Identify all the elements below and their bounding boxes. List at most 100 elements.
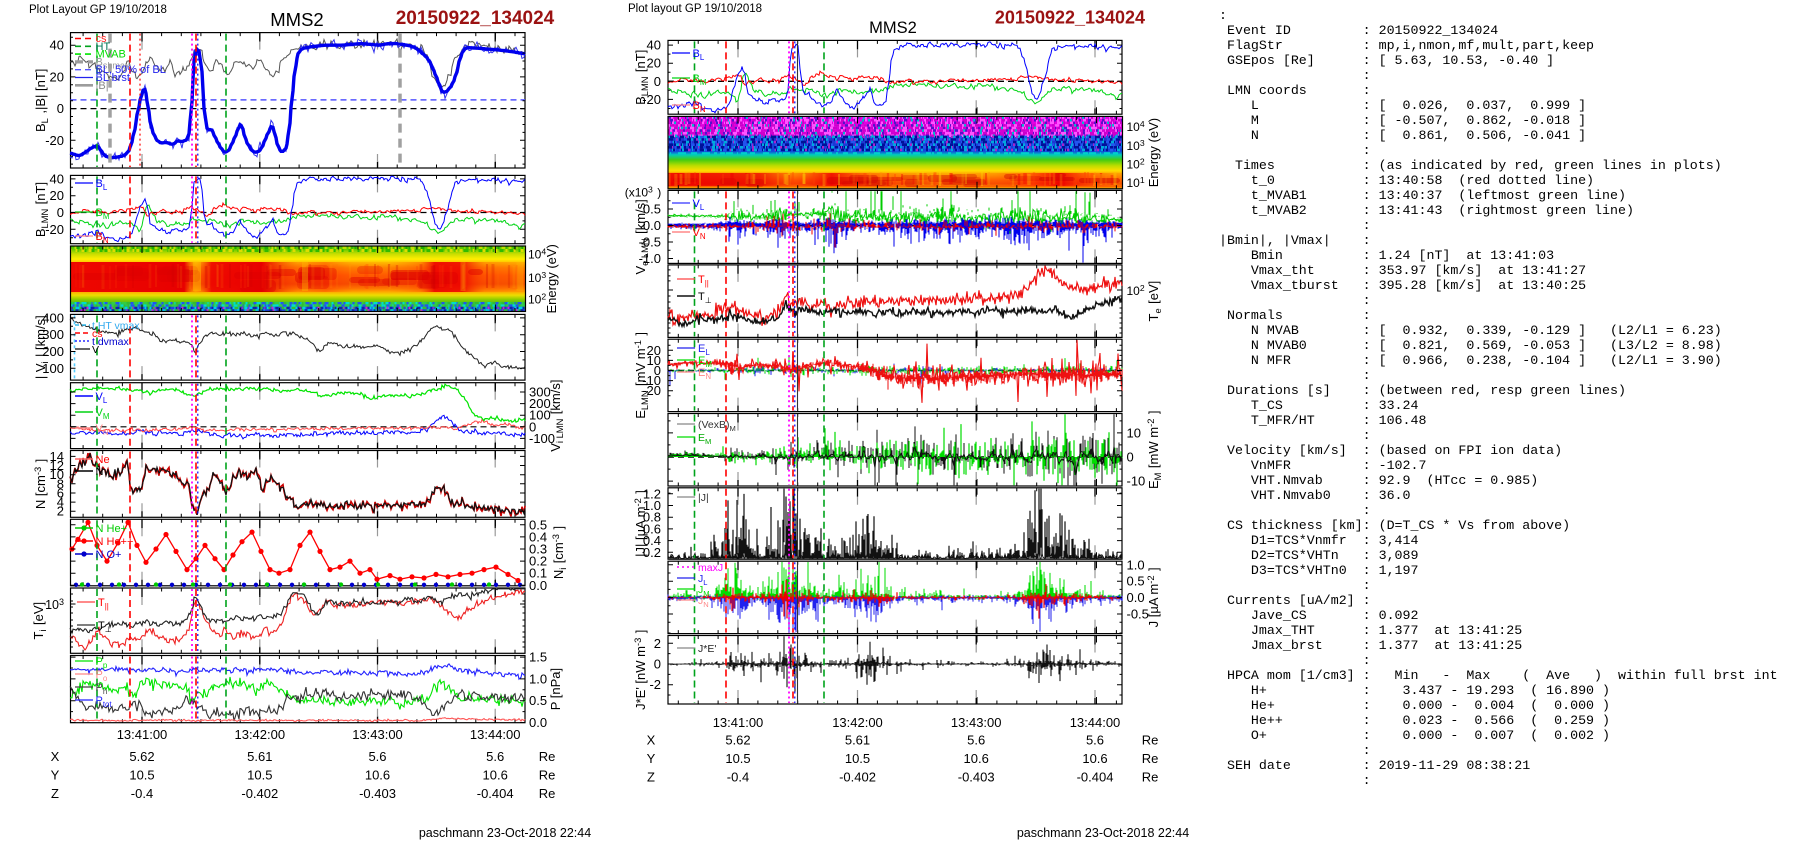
svg-text:Y: Y <box>647 751 656 766</box>
svg-text:-20: -20 <box>45 133 64 148</box>
svg-text:10.5: 10.5 <box>247 768 272 783</box>
svg-text:EM: EM <box>698 355 712 369</box>
svg-text:VN: VN <box>96 423 109 437</box>
svg-text:0: 0 <box>654 363 661 378</box>
svg-text:40: 40 <box>50 38 64 53</box>
svg-text:|B|: |B| <box>96 80 109 92</box>
svg-text:5.6: 5.6 <box>368 749 386 764</box>
svg-text:-1.0: -1.0 <box>639 251 661 266</box>
svg-text:5.6: 5.6 <box>967 733 985 748</box>
svg-text:Vi LMN [km/s]: Vi LMN [km/s] <box>547 380 565 452</box>
svg-text:N: N <box>96 466 104 478</box>
svg-text:J*E' [nW m-3 ]: J*E' [nW m-3 ] <box>632 630 649 710</box>
svg-text:Plot Layout GP 19/10/2018: Plot Layout GP 19/10/2018 <box>29 4 167 16</box>
svg-text:10.6: 10.6 <box>1082 751 1107 766</box>
svg-text:X: X <box>51 749 60 764</box>
svg-text:-20: -20 <box>45 222 64 237</box>
svg-text:Ptot: Ptot <box>96 695 113 709</box>
svg-text:BL ,|B| [nT]: BL ,|B| [nT] <box>32 69 50 132</box>
svg-text:BL brst: BL brst <box>96 72 130 84</box>
svg-text:Ne: Ne <box>96 454 110 466</box>
svg-text:Energy (eV): Energy (eV) <box>1146 118 1161 187</box>
svg-text:EL: EL <box>698 343 710 357</box>
svg-text:Z: Z <box>51 786 59 801</box>
svg-text:1.0: 1.0 <box>643 498 661 513</box>
svg-text:0: 0 <box>654 657 661 672</box>
svg-text:0: 0 <box>57 205 64 220</box>
svg-text:N [cm-3 ]: N [cm-3 ] <box>32 459 49 509</box>
svg-text:20: 20 <box>647 343 661 358</box>
svg-text:Ph: Ph <box>96 682 108 696</box>
svg-text:-0.4: -0.4 <box>727 770 749 785</box>
svg-text:Plot layout GP 19/10/2018: Plot layout GP 19/10/2018 <box>628 3 762 15</box>
svg-text:10.6: 10.6 <box>365 768 390 783</box>
svg-text:13:42:00: 13:42:00 <box>234 727 285 742</box>
svg-text:N O+: N O+ <box>96 549 122 561</box>
svg-text:102: 102 <box>1127 157 1145 172</box>
svg-text:2: 2 <box>57 504 64 519</box>
svg-text:40: 40 <box>50 171 64 186</box>
svg-text:-10: -10 <box>642 373 661 388</box>
svg-text:BLMN [nT]: BLMN [nT] <box>632 50 650 105</box>
svg-text:HT: HT <box>96 41 111 53</box>
svg-text:MVAB: MVAB <box>96 49 126 61</box>
svg-text:0.0: 0.0 <box>1127 590 1145 605</box>
svg-text:Re: Re <box>539 768 556 783</box>
svg-text:103: 103 <box>1127 138 1145 153</box>
svg-text:(x103 ): (x103 ) <box>625 184 662 201</box>
svg-text:0.4: 0.4 <box>643 533 661 548</box>
svg-text:13:43:00: 13:43:00 <box>352 727 403 742</box>
svg-text:5.62: 5.62 <box>725 733 750 748</box>
svg-text:-0.403: -0.403 <box>958 770 995 785</box>
svg-text:cs: cs <box>92 328 103 340</box>
svg-text:0.0: 0.0 <box>643 218 661 233</box>
svg-text:JM: JM <box>698 584 710 598</box>
svg-text:13:42:00: 13:42:00 <box>832 715 883 730</box>
svg-text:0.0: 0.0 <box>529 578 547 593</box>
svg-text:BN: BN <box>693 100 706 114</box>
svg-text:5.61: 5.61 <box>845 733 870 748</box>
svg-text:13:44:00: 13:44:00 <box>1070 715 1121 730</box>
svg-text:0: 0 <box>57 101 64 116</box>
svg-text:40: 40 <box>647 38 661 53</box>
svg-text:paschmann 23-Oct-2018 22:44: paschmann 23-Oct-2018 22:44 <box>1017 826 1189 840</box>
svg-text:EM [mW m-2 ]: EM [mW m-2 ] <box>1145 411 1163 489</box>
svg-text:400: 400 <box>42 310 64 325</box>
svg-text:VM: VM <box>96 407 110 421</box>
svg-text:0.2: 0.2 <box>529 554 547 569</box>
svg-text:0: 0 <box>654 74 661 89</box>
svg-text:Te [eV]: Te [eV] <box>1145 281 1163 322</box>
svg-text:BN: BN <box>96 231 109 245</box>
svg-text:0.8: 0.8 <box>643 510 661 525</box>
svg-text:|J|: |J| <box>698 492 709 504</box>
svg-text:5.6: 5.6 <box>1086 733 1104 748</box>
svg-text:maxJ: maxJ <box>698 562 723 574</box>
svg-text:VL: VL <box>693 198 705 212</box>
svg-text:JN: JN <box>698 595 709 609</box>
svg-text:-20: -20 <box>642 92 661 107</box>
svg-text:8: 8 <box>57 476 64 491</box>
svg-text:BL, 50% of BL: BL, 50% of BL <box>96 64 166 76</box>
svg-text:|J| [µA m-2 ]: |J| [µA m-2 ] <box>632 490 649 557</box>
svg-text:10: 10 <box>50 467 64 482</box>
svg-text:-0.4: -0.4 <box>131 786 153 801</box>
svg-text:10: 10 <box>647 353 661 368</box>
svg-text:Re: Re <box>1142 770 1159 785</box>
svg-text:Re: Re <box>539 749 556 764</box>
svg-text:Energy (eV): Energy (eV) <box>544 244 559 313</box>
svg-text:-0.5: -0.5 <box>639 235 661 250</box>
svg-text:-2: -2 <box>649 677 661 692</box>
svg-text:12: 12 <box>50 458 64 473</box>
svg-text:V: V <box>92 344 99 356</box>
svg-text:-10: -10 <box>1127 474 1146 489</box>
svg-text:104: 104 <box>528 247 546 262</box>
svg-text:-0.404: -0.404 <box>1077 770 1114 785</box>
svg-text:Ti [eV]: Ti [eV] <box>30 602 48 640</box>
svg-text:VN: VN <box>693 227 706 241</box>
svg-text:5.61: 5.61 <box>247 749 272 764</box>
svg-text:paschmann 23-Oct-2018 22:44: paschmann 23-Oct-2018 22:44 <box>419 826 591 840</box>
svg-text:ELMN [mV m-1 ]: ELMN [mV m-1 ] <box>632 332 650 419</box>
svg-text:20150922_134024: 20150922_134024 <box>396 8 555 29</box>
svg-text:5.62: 5.62 <box>129 749 154 764</box>
svg-text:BM: BM <box>693 73 707 87</box>
